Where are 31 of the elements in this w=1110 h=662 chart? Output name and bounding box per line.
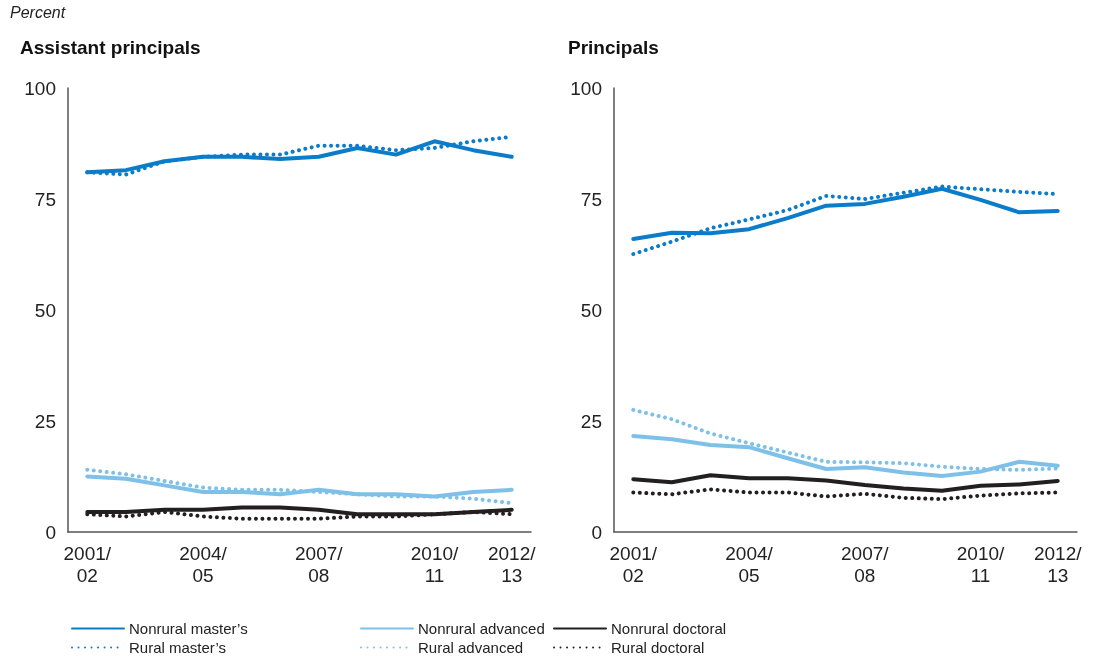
y-tick-label: 100 — [570, 77, 602, 99]
y-tick-label: 50 — [580, 299, 602, 321]
y-axis-title: Percent — [10, 3, 66, 21]
y-tick-label: 50 — [34, 299, 56, 321]
x-tick-label: 2012/13 — [1033, 542, 1083, 586]
legend-label: Nonrural doctoral — [611, 620, 727, 637]
x-tick-label: 2004/05 — [725, 542, 774, 586]
x-tick-label: 2001/02 — [609, 542, 658, 586]
x-tick-label: 2007/08 — [295, 542, 344, 586]
y-tick-label: 0 — [45, 521, 56, 543]
x-tick-label: 2001/02 — [63, 542, 112, 586]
x-tick-label: 2007/08 — [841, 542, 890, 586]
legend-label: Rural advanced — [418, 639, 524, 656]
y-tick-label: 0 — [591, 521, 602, 543]
legend-label: Nonrural master’s — [129, 620, 248, 637]
line-series — [631, 473, 1060, 493]
y-tick-label: 25 — [34, 410, 56, 432]
x-tick-label: 2010/11 — [410, 542, 460, 586]
x-tick-label: 2010/11 — [956, 542, 1006, 586]
chart-title: Assistant principals — [20, 37, 201, 58]
y-tick-label: 100 — [24, 77, 56, 99]
legend-label: Rural master’s — [129, 639, 226, 656]
line-series — [631, 487, 1060, 502]
y-tick-label: 75 — [580, 188, 602, 210]
y-tick-label: 25 — [580, 410, 602, 432]
x-tick-label: 2004/05 — [179, 542, 228, 586]
x-tick-label: 2012/13 — [487, 542, 537, 586]
chart-title: Principals — [568, 37, 659, 58]
legend-label: Nonrural advanced — [418, 620, 545, 637]
y-tick-label: 75 — [34, 188, 56, 210]
legend-label: Rural doctoral — [611, 639, 705, 656]
